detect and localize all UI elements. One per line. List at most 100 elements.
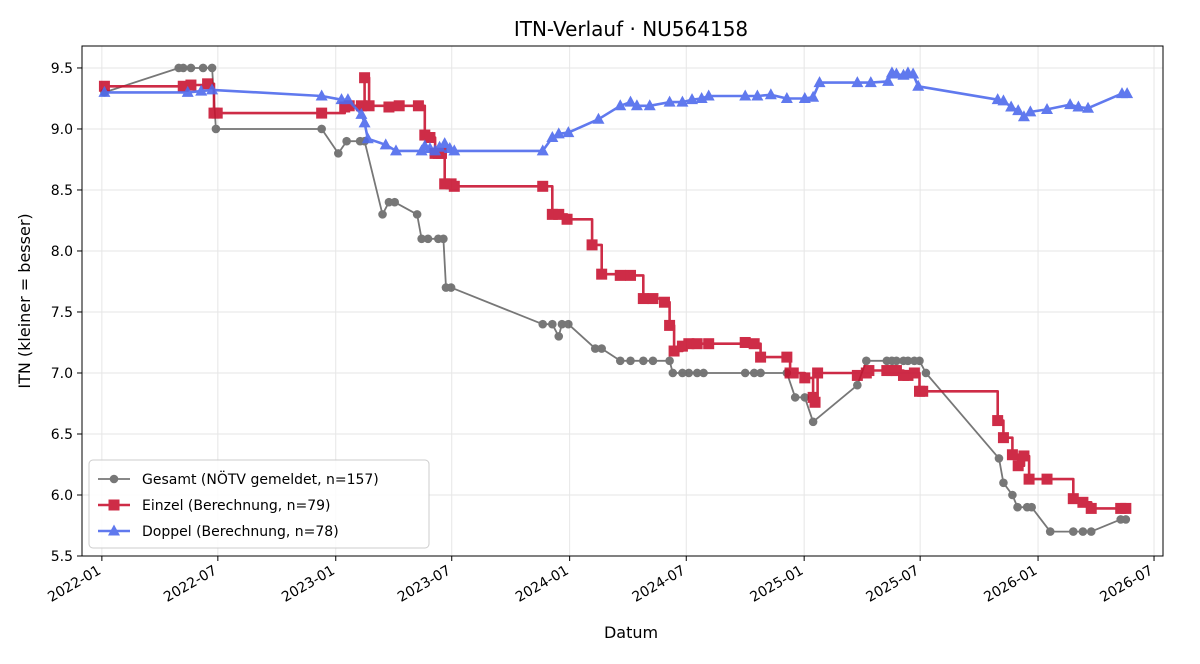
data-point-einzel xyxy=(1006,449,1018,461)
data-point-doppel xyxy=(546,131,559,143)
data-point-doppel xyxy=(997,94,1010,106)
data-point-doppel xyxy=(448,144,461,156)
data-point-einzel xyxy=(755,351,767,363)
data-point-doppel xyxy=(663,95,676,107)
data-point-doppel xyxy=(361,132,374,144)
data-point-doppel xyxy=(1024,105,1037,117)
data-point-doppel xyxy=(702,89,715,101)
data-point-doppel xyxy=(98,85,111,97)
data-point-doppel xyxy=(433,140,446,152)
data-point-einzel xyxy=(586,239,598,251)
legend: Gesamt (NÖTV gemeldet, n=157) Einzel (Ber… xyxy=(88,459,430,549)
legend-label-gesamt: Gesamt (NÖTV gemeldet, n=157) xyxy=(142,470,379,488)
data-point-einzel xyxy=(1085,502,1097,514)
series-line-gesamt xyxy=(104,67,1126,533)
data-point-gesamt xyxy=(921,368,931,378)
data-point-einzel xyxy=(1120,502,1132,514)
data-point-gesamt xyxy=(1013,502,1022,512)
legend-label-einzel: Einzel (Berechnung, n=79) xyxy=(142,498,331,514)
data-point-doppel xyxy=(1121,87,1134,99)
data-point-doppel xyxy=(315,89,328,101)
data-point-doppel xyxy=(1041,102,1054,114)
data-point-doppel xyxy=(536,144,549,156)
data-point-gesamt xyxy=(639,356,648,366)
data-point-einzel xyxy=(383,101,395,113)
data-point-einzel xyxy=(799,372,811,384)
data-point-gesamt xyxy=(740,368,750,378)
data-point-gesamt xyxy=(699,368,708,378)
data-point-doppel xyxy=(807,90,820,102)
data-point-doppel xyxy=(379,138,392,150)
data-point-gesamt xyxy=(862,356,871,366)
data-point-einzel xyxy=(703,338,715,350)
data-point-doppel xyxy=(1012,104,1025,116)
data-point-doppel xyxy=(751,89,764,101)
data-point-einzel xyxy=(637,293,649,305)
data-point-gesamt xyxy=(1121,515,1131,524)
y-tick-label: 6.0 xyxy=(51,488,73,504)
legend-label-doppel: Doppel (Berechnung, n=78) xyxy=(142,524,339,540)
y-tick-label: 7.5 xyxy=(51,305,73,321)
data-point-einzel xyxy=(185,79,197,91)
data-point-doppel xyxy=(592,112,605,124)
data-point-doppel xyxy=(739,89,752,101)
data-point-doppel xyxy=(764,88,777,100)
data-point-gesamt xyxy=(999,478,1008,488)
data-point-doppel xyxy=(890,67,903,79)
data-point-einzel xyxy=(992,415,1004,427)
data-point-gesamt xyxy=(892,356,901,366)
data-point-doppel xyxy=(206,83,219,95)
data-point-einzel xyxy=(537,180,549,192)
data-point-doppel xyxy=(562,126,575,138)
data-point-doppel xyxy=(624,95,637,107)
data-point-gesamt xyxy=(665,356,674,366)
data-point-gesamt xyxy=(334,149,343,158)
data-point-einzel xyxy=(908,367,920,379)
data-point-einzel xyxy=(739,336,751,348)
data-point-einzel xyxy=(787,367,799,379)
data-point-doppel xyxy=(851,76,864,88)
data-point-einzel xyxy=(363,100,375,112)
data-point-einzel xyxy=(424,132,436,144)
data-point-gesamt xyxy=(800,393,810,402)
data-point-einzel xyxy=(658,296,670,308)
data-point-gesamt xyxy=(1086,527,1096,536)
data-point-doppel xyxy=(1017,110,1030,122)
data-point-einzel xyxy=(546,208,558,220)
data-point-einzel xyxy=(561,213,573,225)
data-point-gesamt xyxy=(790,393,800,402)
y-tick-label: 6.5 xyxy=(51,427,73,443)
data-point-gesamt xyxy=(317,124,326,134)
data-point-einzel xyxy=(435,147,447,159)
data-point-einzel xyxy=(1018,450,1030,462)
data-point-doppel xyxy=(882,74,895,86)
series-doppel xyxy=(98,66,1134,156)
data-point-gesamt xyxy=(378,210,387,219)
data-point-gesamt xyxy=(994,454,1004,463)
data-point-gesamt xyxy=(808,417,818,427)
data-point-doppel xyxy=(907,67,920,79)
plot-frame xyxy=(81,45,1164,557)
y-tick-label: 9.0 xyxy=(51,122,73,138)
x-axis-label: Datum xyxy=(604,623,658,642)
data-point-doppel xyxy=(643,99,656,111)
data-point-gesamt xyxy=(178,63,188,73)
data-point-gesamt xyxy=(692,368,702,378)
data-point-gesamt xyxy=(1008,490,1017,500)
data-point-gesamt xyxy=(756,368,765,378)
series-einzel xyxy=(98,72,1132,514)
data-point-gesamt xyxy=(678,368,687,378)
data-point-einzel xyxy=(202,78,214,90)
data-point-gesamt xyxy=(417,234,426,244)
data-point-gesamt xyxy=(684,368,694,378)
data-point-gesamt xyxy=(198,63,208,73)
data-point-einzel xyxy=(316,107,328,119)
data-point-einzel xyxy=(997,432,1009,444)
data-point-einzel xyxy=(1067,493,1079,505)
data-point-doppel xyxy=(358,116,371,128)
y-tick-label: 5.5 xyxy=(51,549,73,565)
data-point-doppel xyxy=(195,84,208,96)
data-point-einzel xyxy=(668,345,680,357)
data-point-einzel xyxy=(647,293,659,305)
